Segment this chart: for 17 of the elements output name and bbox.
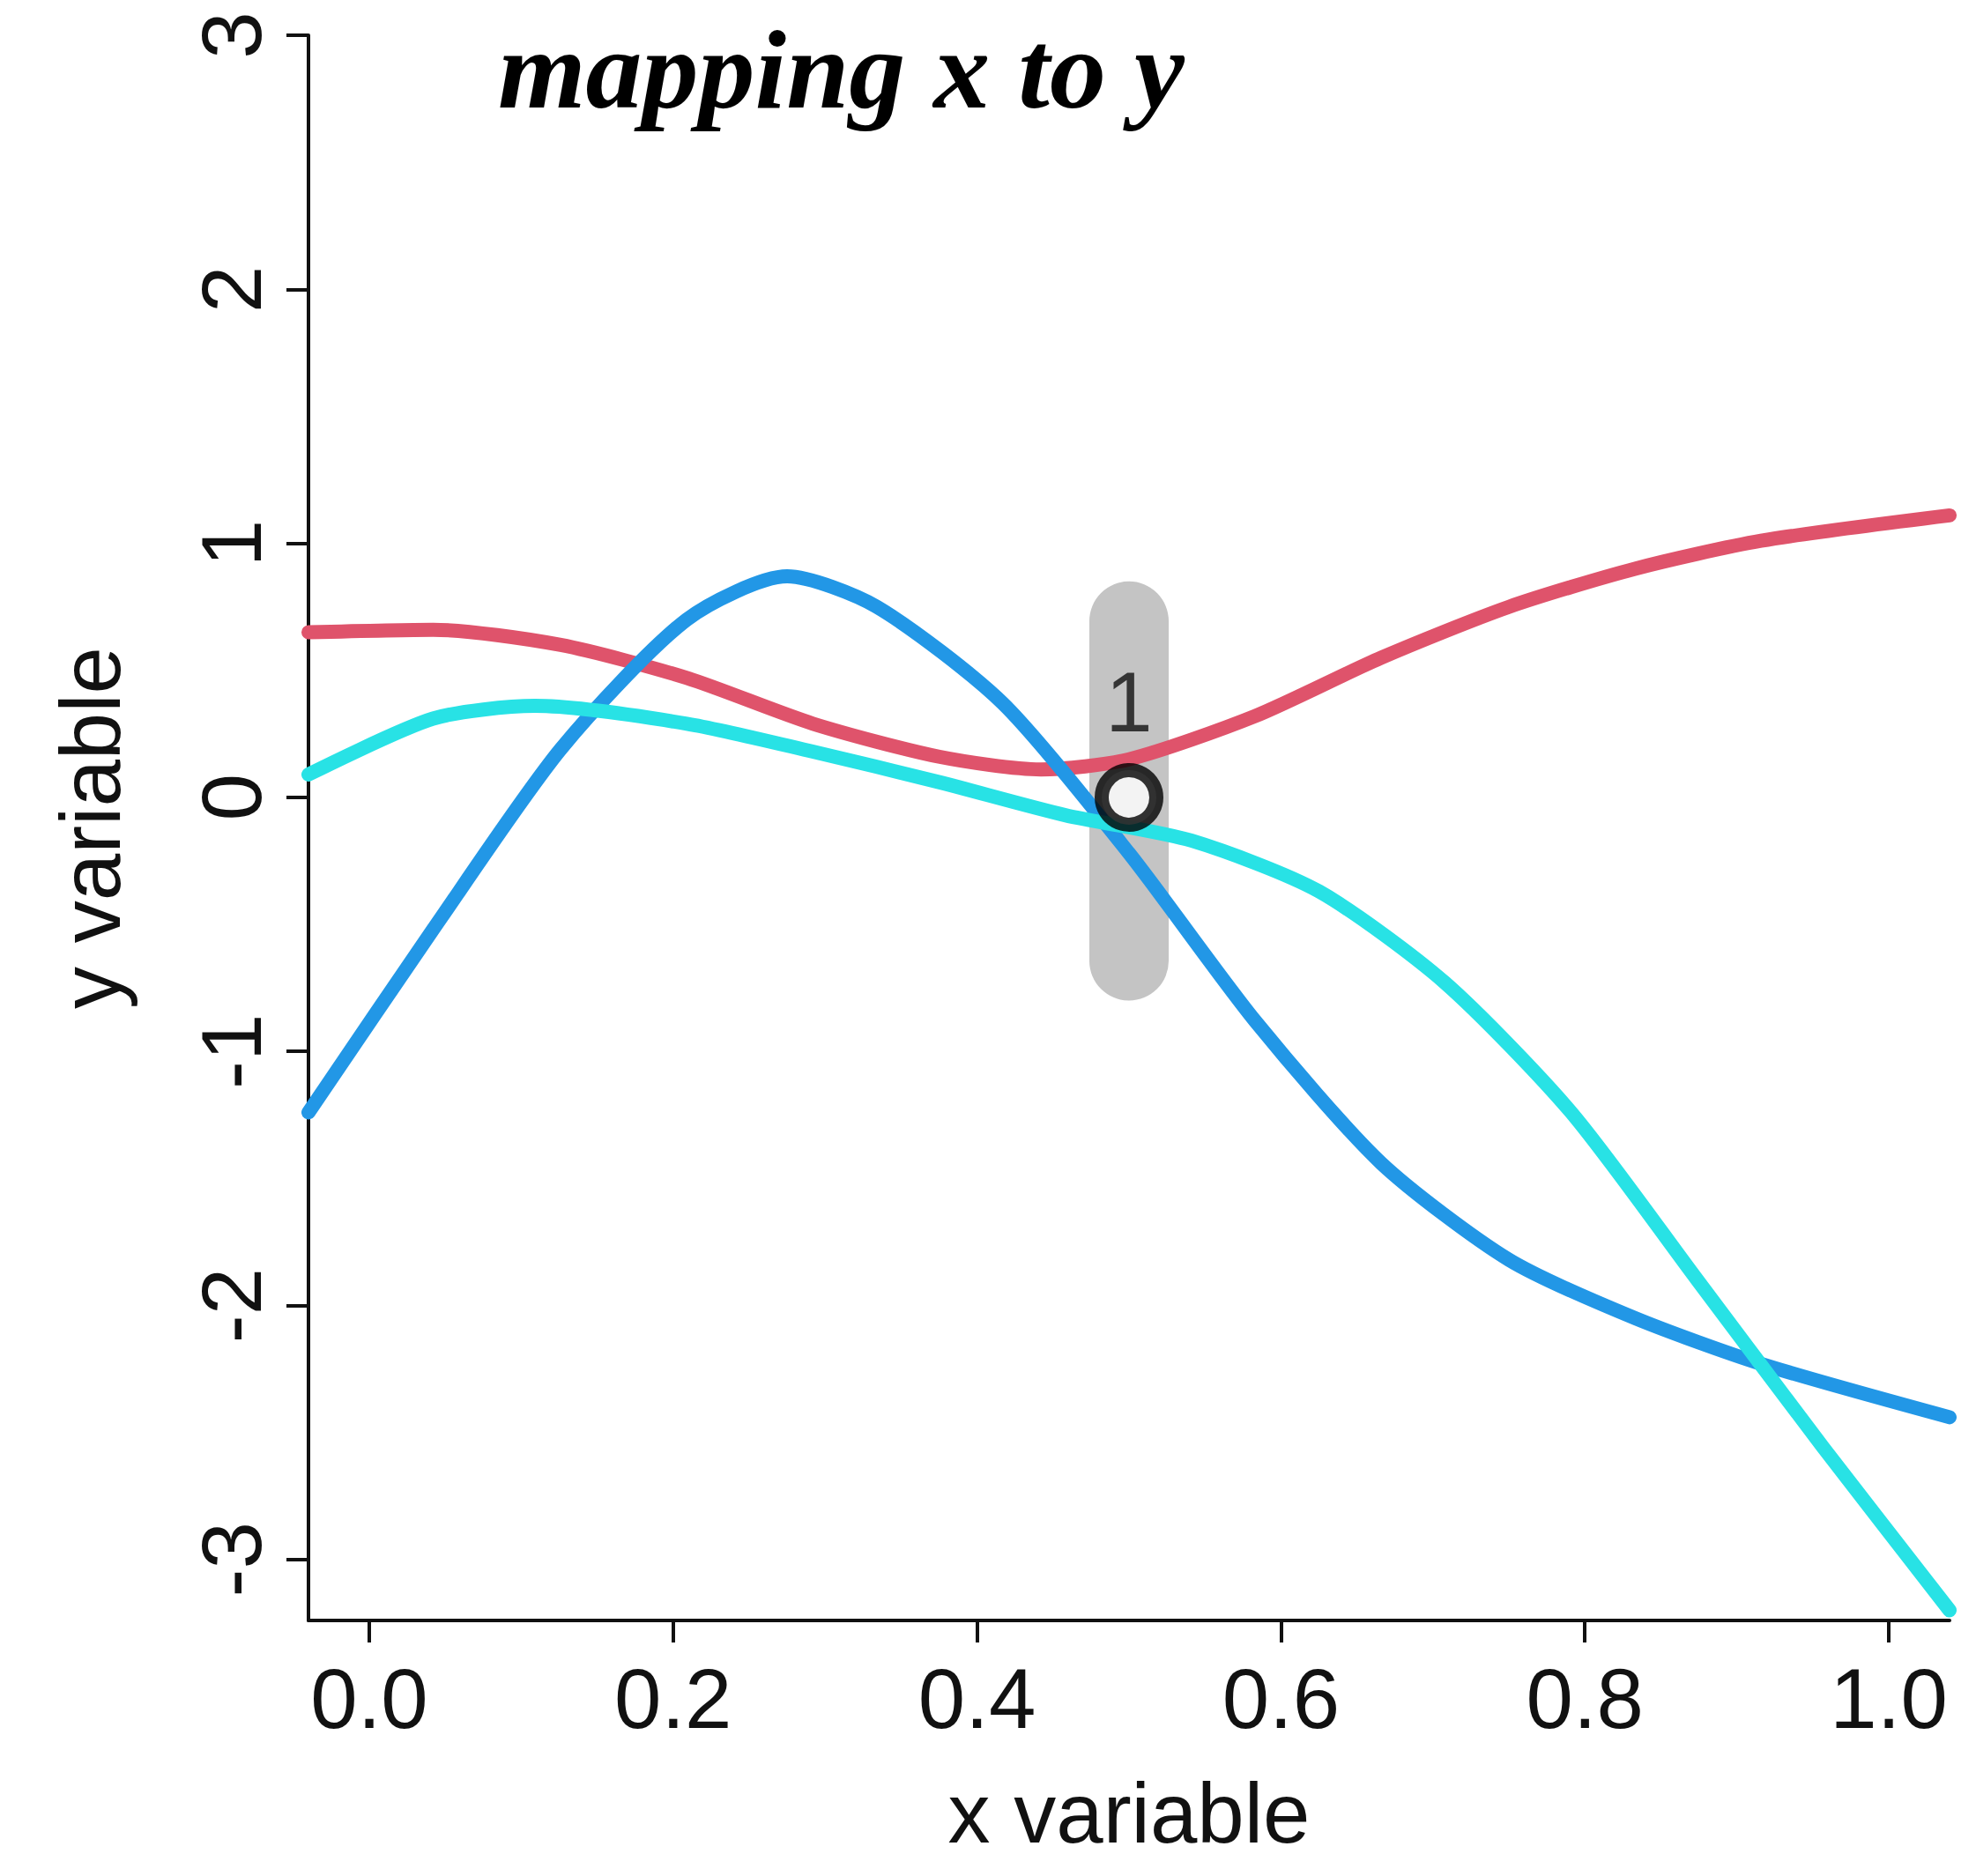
y-tick-label: -1 <box>183 1013 279 1089</box>
annotation: 1 <box>1105 655 1153 750</box>
y-tick-label: 2 <box>183 265 279 313</box>
x-tick-label: 0.6 <box>1222 1650 1341 1746</box>
x-tick-label: 0.0 <box>310 1650 428 1746</box>
x-axis-title: x variable <box>947 1765 1311 1860</box>
x-tick-label: 0.8 <box>1526 1650 1644 1746</box>
x-tick-label: 1.0 <box>1830 1650 1948 1746</box>
y-tick-label: -3 <box>183 1522 279 1598</box>
chart-title: mapping x to y <box>498 7 1185 132</box>
y-tick-label: -2 <box>183 1267 279 1344</box>
y-tick-label: 0 <box>183 774 279 821</box>
y-tick-label: 1 <box>183 519 279 567</box>
x-tick-label: 0.2 <box>614 1650 732 1746</box>
y-axis-title: y variable <box>42 647 137 1009</box>
y-tick-label: 3 <box>183 11 279 59</box>
x-tick-label: 0.4 <box>917 1650 1036 1746</box>
